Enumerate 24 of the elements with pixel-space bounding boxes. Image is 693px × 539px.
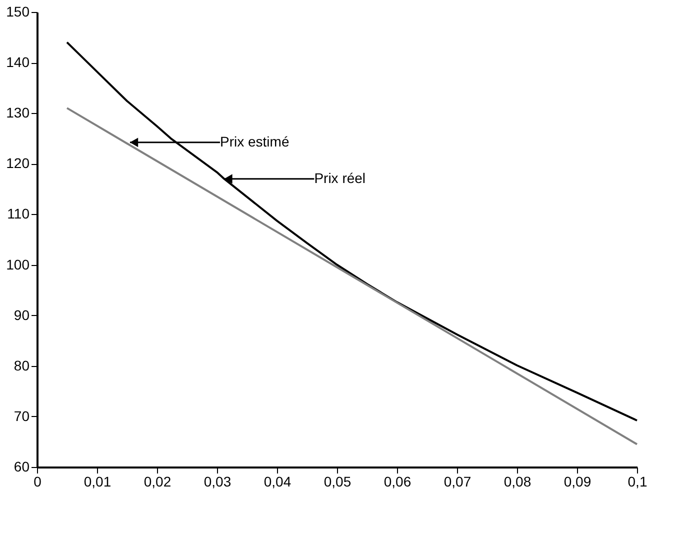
x-tick-label: 0,06 (384, 474, 412, 490)
x-tick-label: 0 (34, 474, 42, 490)
y-tick-label: 140 (6, 54, 30, 70)
annotation: Prix estimé (220, 133, 290, 150)
y-tick-label: 100 (6, 256, 30, 272)
line-series (66, 41, 638, 422)
x-tick-label: 0,04 (264, 474, 292, 490)
x-tick-label: 0,1 (628, 474, 648, 490)
y-tick-label: 60 (14, 458, 30, 474)
x-tick-label: 0,01 (84, 474, 112, 490)
x-tick-label: 0,07 (444, 474, 472, 490)
y-tick-label: 130 (6, 104, 30, 121)
y-tick-label: 90 (14, 306, 30, 323)
x-tick-label: 0,08 (504, 474, 532, 490)
annotation: Prix réel (314, 170, 366, 186)
y-tick-label: 70 (14, 408, 30, 424)
y-tick-label: 120 (6, 155, 30, 172)
x-tick-label: 0,05 (324, 474, 352, 490)
y-tick-label: 80 (14, 357, 30, 374)
y-tick-label: 150 (6, 4, 30, 20)
x-tick-label: 0,03 (204, 474, 232, 490)
x-tick-label: 0,09 (564, 474, 592, 490)
x-tick-label: 0,02 (144, 474, 172, 490)
y-tick-label: 110 (7, 206, 30, 222)
